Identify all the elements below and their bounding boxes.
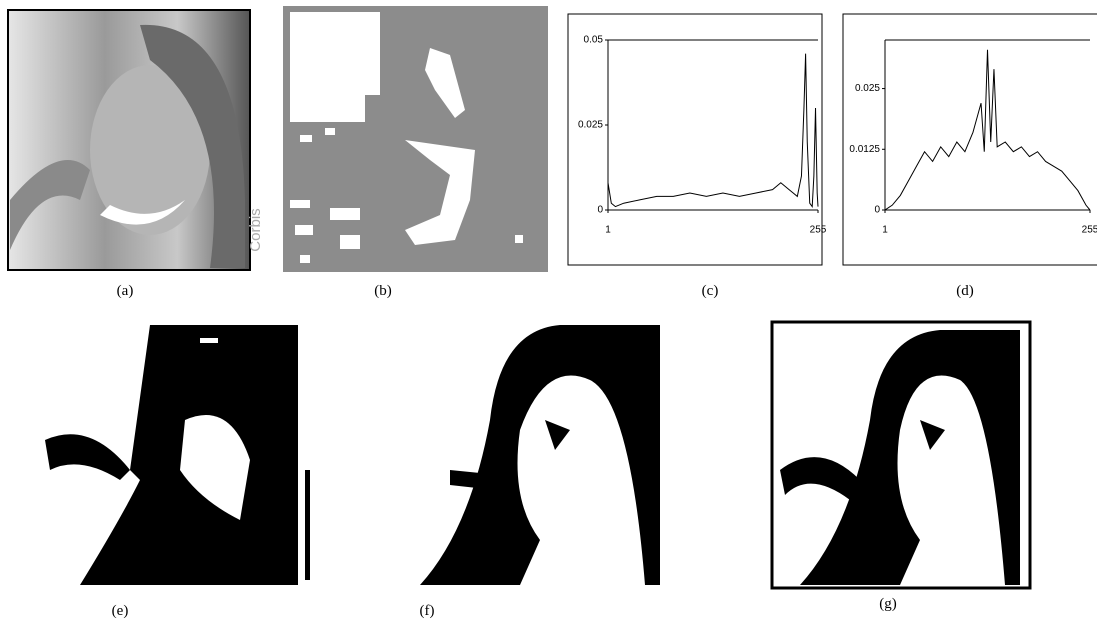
binary-e [45,325,310,585]
x-tick-label: 255 [1082,225,1097,236]
mask-b [283,6,548,272]
y-tick-label: 0 [874,205,880,216]
binary-g [772,322,1030,588]
binary-f [420,325,660,585]
photo-a [8,10,250,270]
watermark: Corbis [247,208,264,251]
y-tick-label: 0.025 [855,83,880,94]
panel-label: (f) [420,603,435,619]
panel-label: (d) [956,283,974,299]
panel-label: (e) [112,603,129,619]
panel-label: (b) [374,283,392,299]
histogram-line [608,54,818,207]
histogram-line [885,50,1090,210]
panel-label: (c) [702,283,719,299]
x-tick-label: 255 [810,225,827,236]
x-tick-label: 1 [605,225,611,236]
x-tick-label: 1 [882,225,888,236]
y-tick-label: 0.025 [578,120,603,131]
panel-label: (a) [117,283,134,299]
y-tick-label: 0.0125 [849,144,880,155]
y-tick-label: 0 [597,205,603,216]
panel-label: (g) [879,596,897,612]
figure-canvas: Corbis (a) (b) (c) (d) (e) (f) (g) 0 0.025 0.05 1 2… [0,0,1097,625]
figure: Corbis (a) (b) (c) (d) (e) (f) (g) 0 0.025 0.05 1 2… [0,0,1097,625]
y-tick-label: 0.05 [584,35,604,46]
